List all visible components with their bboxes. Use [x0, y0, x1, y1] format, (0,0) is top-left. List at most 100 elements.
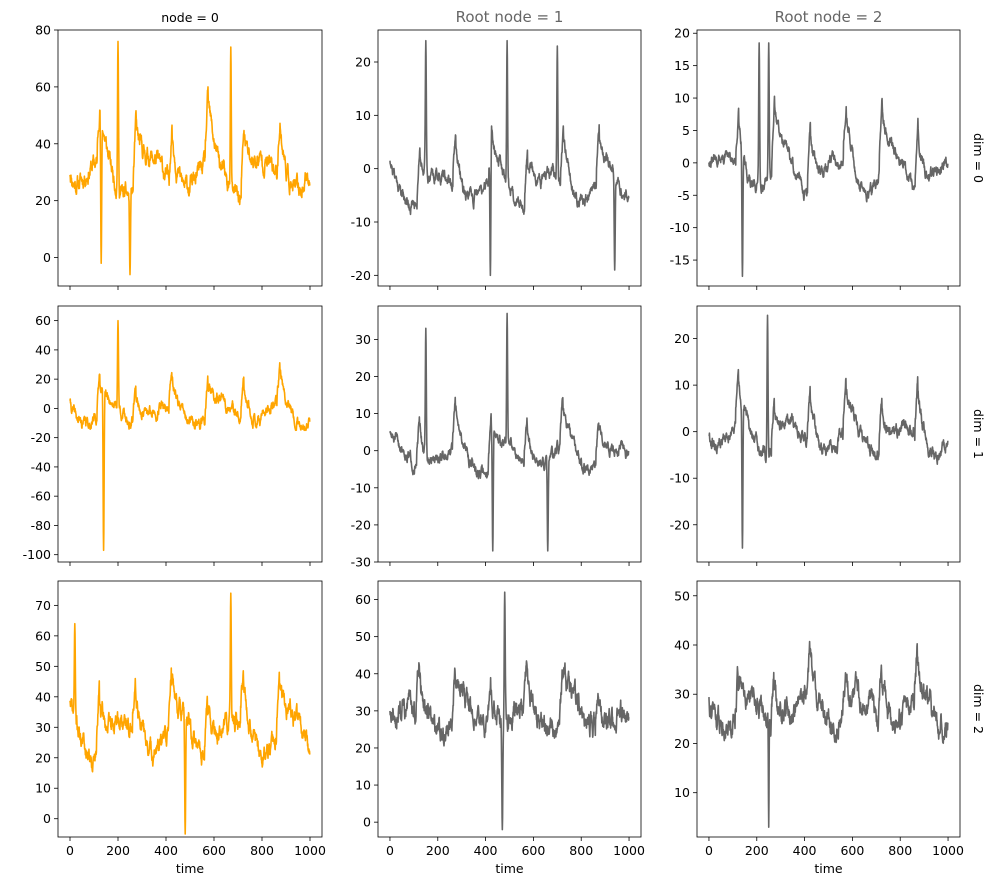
y-tick-label: 0 — [682, 424, 690, 439]
y-tick-label: -20 — [670, 517, 690, 532]
y-tick-label: 0 — [363, 161, 371, 176]
y-tick-label: 10 — [674, 785, 690, 800]
y-tick-label: 40 — [674, 638, 690, 653]
x-tick-label: 800 — [569, 843, 593, 858]
x-tick-label: 200 — [106, 843, 130, 858]
y-tick-label: -80 — [31, 518, 51, 533]
y-tick-label: 50 — [355, 629, 371, 644]
y-tick-label: -20 — [351, 268, 371, 283]
row-label: dim = 0 — [971, 133, 986, 183]
y-tick-label: 20 — [674, 736, 690, 751]
x-tick-label: 1000 — [613, 843, 645, 858]
x-tick-label: 800 — [888, 843, 912, 858]
y-tick-label: -5 — [678, 188, 690, 203]
series-line-r0c1 — [389, 39, 630, 277]
axes-frame — [377, 305, 642, 563]
x-axis-label: time — [814, 861, 843, 876]
x-tick-label: 400 — [474, 843, 498, 858]
y-tick-label: 20 — [35, 193, 51, 208]
axes-frame — [377, 29, 642, 287]
panel-r0c1: -20 -10 0 10 20 Root node = 1 — [351, 8, 642, 290]
y-tick-label: 50 — [35, 659, 51, 674]
x-tick-label: 200 — [426, 843, 450, 858]
y-tick-label: -100 — [23, 547, 51, 562]
y-tick-label: 20 — [35, 372, 51, 387]
y-tick-label: 50 — [674, 588, 690, 603]
y-tick-label: 20 — [674, 331, 690, 346]
row-label: dim = 1 — [971, 409, 986, 459]
y-tick-label: 15 — [674, 58, 690, 73]
y-tick-label: 30 — [35, 720, 51, 735]
y-tick-label: 10 — [674, 91, 690, 106]
panel-r1c1: -30 -20 -10 0 10 20 30 — [351, 305, 642, 570]
x-tick-label: 600 — [840, 843, 864, 858]
panel-title: node = 0 — [161, 10, 219, 25]
row-label: dim = 2 — [971, 684, 986, 734]
y-tick-label: -30 — [351, 555, 371, 570]
panel-title: Root node = 2 — [775, 8, 883, 26]
series-line-r2c1 — [389, 591, 630, 831]
x-axis-label: time — [176, 861, 205, 876]
y-tick-label: -20 — [351, 517, 371, 532]
x-tick-label: 1000 — [294, 843, 326, 858]
y-tick-label: 40 — [35, 342, 51, 357]
y-tick-label: 10 — [674, 378, 690, 393]
series-line-r2c0 — [69, 592, 311, 835]
axes-frame — [377, 580, 642, 838]
y-tick-label: 40 — [355, 666, 371, 681]
series-line-r0c2 — [708, 42, 949, 278]
y-tick-label: 70 — [35, 598, 51, 613]
x-tick-label: 0 — [386, 843, 394, 858]
panel-r0c2: -15 -10 -5 0 5 10 15 20 Root node = 2 dim = 0 — [670, 8, 986, 290]
y-tick-label: 20 — [355, 740, 371, 755]
x-tick-label: 0 — [66, 843, 74, 858]
y-tick-label: 0 — [43, 811, 51, 826]
series-line-r0c0 — [69, 40, 311, 276]
series-line-r1c1 — [389, 312, 630, 552]
axes-frame — [696, 29, 961, 287]
y-tick-label: 40 — [35, 689, 51, 704]
y-tick-label: -10 — [670, 220, 690, 235]
y-tick-label: 0 — [682, 155, 690, 170]
y-tick-label: 30 — [355, 332, 371, 347]
y-tick-label: 10 — [355, 778, 371, 793]
y-tick-label: 20 — [35, 750, 51, 765]
y-tick-label: -10 — [351, 215, 371, 230]
y-tick-label: -10 — [351, 480, 371, 495]
y-tick-label: 0 — [43, 401, 51, 416]
y-tick-label: 10 — [35, 781, 51, 796]
axes-frame — [57, 29, 323, 287]
x-axis-label: time — [495, 861, 524, 876]
x-tick-label: 800 — [250, 843, 274, 858]
x-tick-label: 1000 — [932, 843, 964, 858]
axes-frame — [57, 305, 323, 563]
y-tick-label: 60 — [35, 628, 51, 643]
y-tick-label: 5 — [682, 123, 690, 138]
series-line-r1c0 — [69, 319, 311, 552]
y-tick-label: -15 — [670, 253, 690, 268]
y-tick-label: 60 — [355, 592, 371, 607]
y-tick-label: 10 — [355, 108, 371, 123]
axes-frame — [696, 580, 961, 838]
y-tick-label: 60 — [35, 79, 51, 94]
y-tick-label: 60 — [35, 313, 51, 328]
panel-r2c0: 0 10 20 30 40 50 60 70 0 200 400 600 800 1000 time — [35, 580, 326, 876]
y-tick-label: 40 — [35, 136, 51, 151]
y-tick-label: 80 — [35, 23, 51, 38]
x-tick-label: 600 — [202, 843, 226, 858]
y-tick-label: 20 — [355, 369, 371, 384]
y-tick-label: -40 — [31, 459, 51, 474]
panel-r0c0: 0 20 40 60 80 node = 0 — [35, 10, 323, 290]
y-tick-label: 0 — [363, 815, 371, 830]
y-tick-label: -60 — [31, 489, 51, 504]
panel-r1c0: -100 -80 -60 -40 -20 0 20 40 60 — [23, 305, 323, 566]
y-tick-label: 10 — [355, 406, 371, 421]
y-tick-label: 30 — [674, 687, 690, 702]
x-tick-label: 400 — [154, 843, 178, 858]
x-tick-label: 200 — [745, 843, 769, 858]
series-line-r2c2 — [708, 640, 949, 828]
y-tick-label: 0 — [363, 443, 371, 458]
x-tick-label: 600 — [521, 843, 545, 858]
